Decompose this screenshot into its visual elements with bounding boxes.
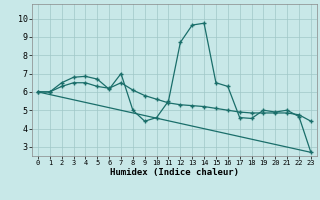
X-axis label: Humidex (Indice chaleur): Humidex (Indice chaleur) xyxy=(110,168,239,177)
